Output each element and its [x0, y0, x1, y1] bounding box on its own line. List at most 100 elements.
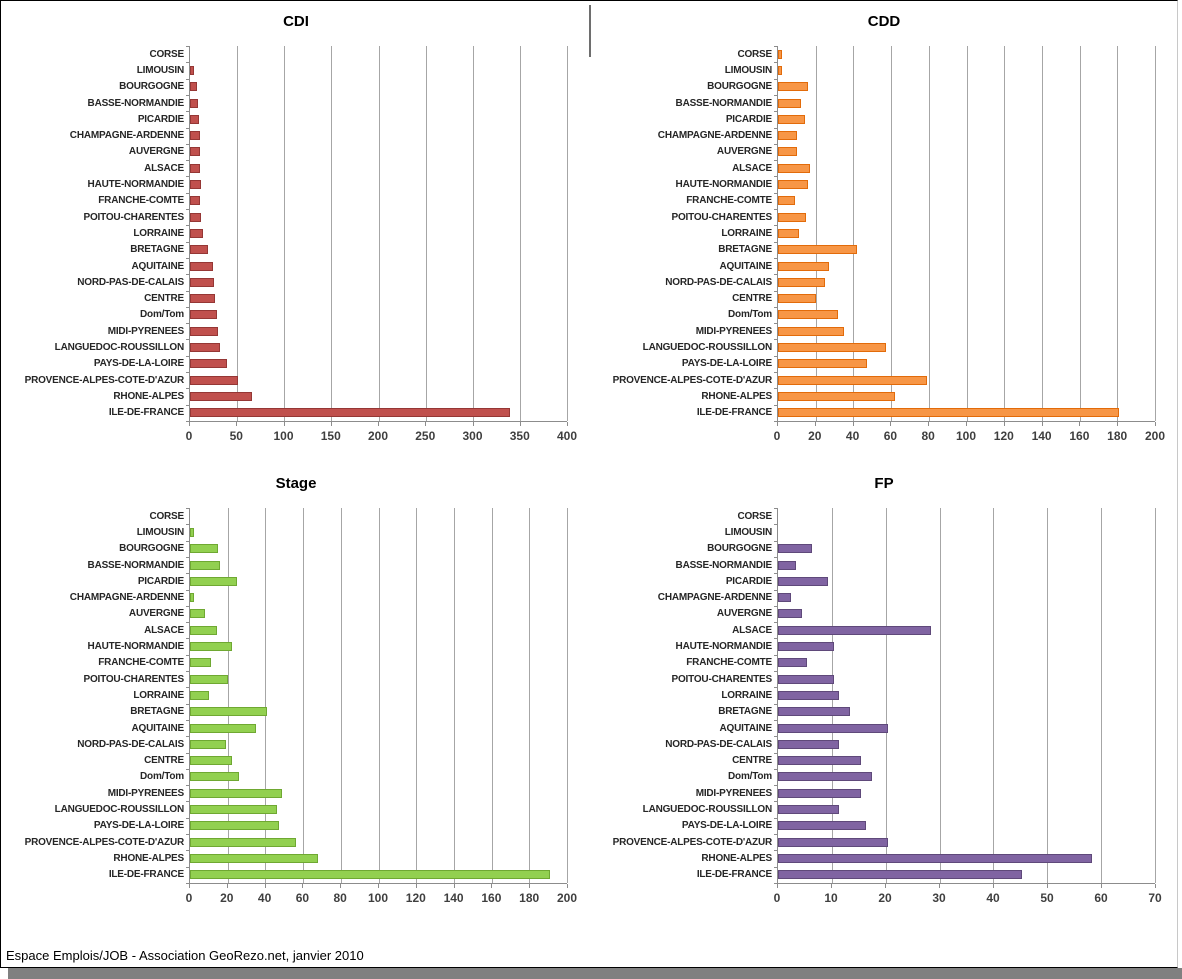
category-tick-mark — [186, 143, 190, 145]
category-tick-mark — [774, 257, 778, 259]
category-label: NORD-PAS-DE-CALAIS — [665, 276, 772, 288]
bar — [778, 180, 809, 190]
category-tick-mark — [774, 62, 778, 64]
category-label: Dom/Tom — [728, 771, 772, 783]
bar-row — [190, 111, 567, 127]
value-tick-label: 180 — [1107, 429, 1128, 443]
value-tick-mark — [425, 422, 427, 426]
gridline — [378, 46, 380, 421]
category-tick-mark — [186, 801, 190, 803]
bars-layer — [190, 46, 567, 421]
value-tick-mark — [378, 422, 379, 426]
bar-row — [778, 867, 1155, 883]
category-label: RHONE-ALPES — [113, 390, 184, 402]
category-label: CORSE — [737, 48, 772, 60]
category-tick-mark — [186, 355, 190, 357]
category-label: POITOU-CHARENTES — [83, 211, 184, 223]
value-tick-mark — [966, 422, 967, 426]
gridline — [491, 508, 493, 883]
bar-row — [190, 225, 567, 241]
category-label: LANGUEDOC-ROUSSILLON — [54, 341, 185, 353]
category-tick-mark — [186, 817, 190, 819]
category-label: FRANCHE-COMTE — [98, 657, 184, 669]
value-tick-label: 40 — [257, 891, 272, 905]
value-tick-label: 250 — [415, 429, 436, 443]
bar-row — [778, 834, 1155, 850]
category-tick-mark — [774, 372, 778, 374]
bar — [190, 98, 198, 108]
category-tick-mark — [186, 46, 190, 47]
category-label: AQUITAINE — [131, 260, 185, 272]
chart-body: CORSE LIMOUSIN BOURGOGNE BASSE-NORMANDIE PIC… — [595, 508, 1173, 884]
bar-row — [190, 622, 567, 638]
category-label: PICARDIE — [137, 113, 184, 125]
bar — [190, 739, 226, 749]
gridline — [1155, 508, 1156, 883]
category-tick-mark — [774, 127, 778, 129]
bar — [190, 544, 219, 554]
category-label: POITOU-CHARENTES — [83, 673, 184, 685]
value-tick-mark — [831, 884, 832, 888]
bar — [778, 642, 834, 652]
bar — [190, 228, 204, 238]
category-label: BASSE-NORMANDIE — [87, 97, 185, 109]
bar-row — [778, 589, 1155, 605]
charts-grid: CDI CORSE LIMOUSIN BOURGOGNE BASSE-NORMANDI… — [7, 3, 1173, 927]
value-tick-mark — [1101, 884, 1102, 888]
bars-layer — [190, 508, 567, 883]
category-label: BASSE-NORMANDIE — [675, 559, 773, 571]
category-label: Dom/Tom — [728, 309, 772, 321]
bar-row — [190, 687, 567, 703]
value-tick-mark — [567, 884, 568, 888]
value-tick-mark — [1117, 422, 1119, 426]
category-label: BRETAGNE — [718, 244, 772, 256]
bar-row — [190, 867, 567, 883]
bar — [190, 527, 194, 537]
bar-row — [778, 111, 1155, 127]
category-label: LORRAINE — [133, 689, 184, 701]
category-tick-mark — [186, 274, 190, 276]
value-tick-mark — [1079, 422, 1081, 426]
bar — [778, 560, 797, 570]
category-label: ILE-DE-FRANCE — [108, 407, 184, 419]
value-tick-label: 40 — [986, 891, 1000, 905]
bar-row — [190, 769, 567, 785]
category-tick-mark — [774, 638, 778, 640]
category-tick-mark — [774, 111, 778, 113]
category-label: BRETAGNE — [130, 244, 184, 256]
category-label: AQUITAINE — [719, 260, 773, 272]
category-label: Dom/Tom — [140, 309, 184, 321]
gridline — [340, 508, 342, 883]
category-label: Dom/Tom — [140, 771, 184, 783]
category-tick-mark — [186, 622, 190, 624]
bar — [190, 180, 202, 190]
value-tick-mark — [890, 422, 892, 426]
bar-row — [778, 323, 1155, 339]
category-tick-mark — [774, 801, 778, 803]
bar-row — [190, 79, 567, 95]
value-tick-mark — [189, 422, 190, 426]
bar-row — [778, 671, 1155, 687]
bar — [190, 261, 213, 271]
bar-row — [778, 405, 1155, 421]
category-label: LORRAINE — [721, 689, 772, 701]
bar-row — [190, 290, 567, 306]
category-label: HAUTE-NORMANDIE — [675, 641, 773, 653]
value-tick-label: 200 — [1144, 429, 1166, 443]
chart-body: CORSE LIMOUSIN BOURGOGNE BASSE-NORMANDIE PIC… — [7, 46, 585, 422]
category-tick-mark — [774, 176, 778, 178]
category-label: ILE-DE-FRANCE — [696, 869, 772, 881]
category-tick-mark — [186, 372, 190, 374]
category-tick-mark — [774, 768, 778, 770]
bar-row — [778, 801, 1155, 817]
bar — [778, 98, 801, 108]
bar — [190, 147, 201, 157]
gridline — [939, 508, 941, 883]
bar-row — [190, 589, 567, 605]
category-label: BRETAGNE — [130, 706, 184, 718]
chart-title: Stage — [275, 475, 317, 492]
category-tick-mark — [186, 752, 190, 754]
value-tick-mark — [814, 422, 816, 426]
value-tick-mark — [189, 884, 190, 888]
category-tick-mark — [186, 306, 190, 308]
